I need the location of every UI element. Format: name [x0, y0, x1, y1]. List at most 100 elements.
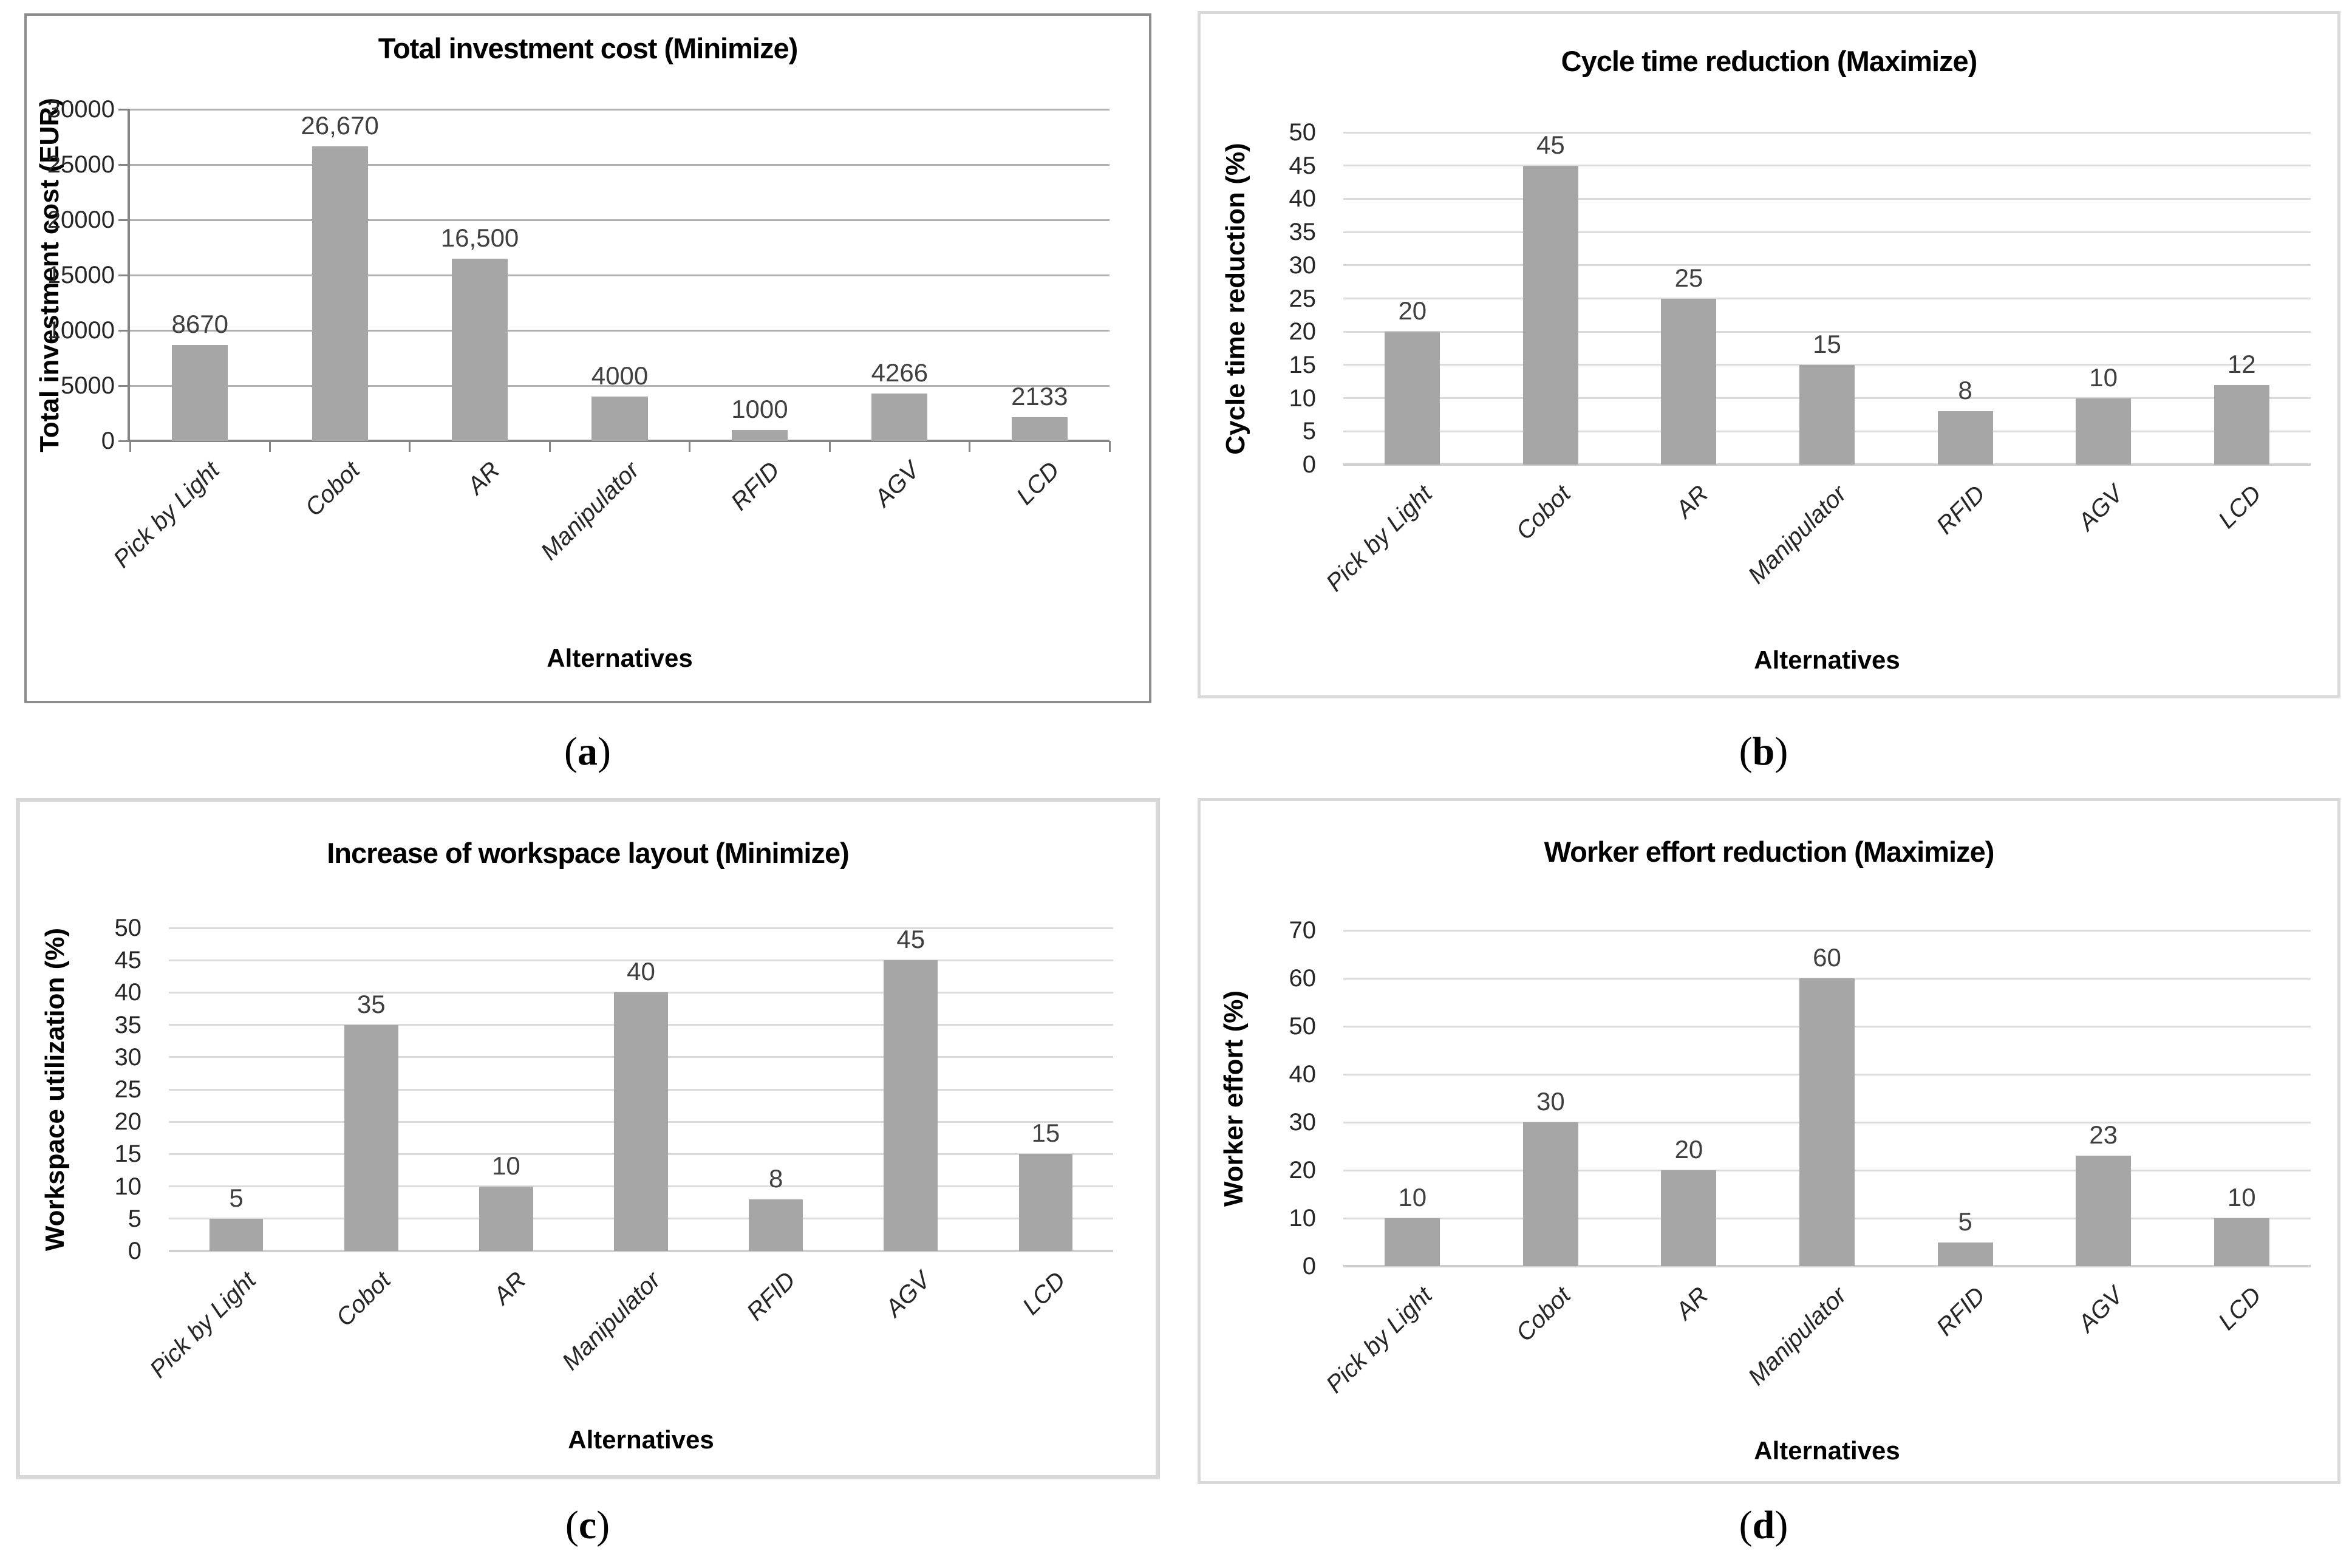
- bar-value-label: 8670: [171, 310, 228, 339]
- caption-close-paren: ): [598, 729, 611, 774]
- x-axis-title-b: Alternatives: [1754, 646, 1900, 674]
- y-tick-label: 40: [114, 979, 142, 1006]
- y-tick-label: 5: [1302, 418, 1316, 445]
- bar-value-label: 26,670: [301, 111, 379, 140]
- bar-value-label: 1000: [731, 394, 788, 423]
- y-axis-tick: [118, 219, 129, 221]
- gridline: [130, 219, 1110, 221]
- y-tick-label: 50: [114, 915, 142, 941]
- x-axis-tick: [1108, 441, 1111, 452]
- bar-value-label: 10: [2089, 363, 2118, 392]
- gridline: [1343, 330, 2311, 333]
- x-category-label: RFID: [1931, 480, 1991, 540]
- bar-value-label: 4266: [871, 358, 929, 387]
- x-category-label: Cobot: [1510, 480, 1576, 545]
- y-tick-label: 15: [1289, 351, 1317, 378]
- y-tick-label: 25: [1289, 285, 1317, 312]
- y-tick-label: 40: [1289, 1061, 1317, 1088]
- y-tick-label: 30: [1289, 251, 1317, 279]
- x-category-label: LCD: [1017, 1267, 1071, 1320]
- bar-ar: [1661, 298, 1717, 465]
- caption-letter: b: [1752, 729, 1775, 774]
- x-category-label: RFID: [741, 1267, 801, 1326]
- chart-panel-a: Total investment cost (Minimize) Total i…: [24, 13, 1151, 703]
- x-axis-title-d: Alternatives: [1754, 1436, 1900, 1465]
- subfigure-caption-b: (b): [1175, 715, 2352, 788]
- chart-panel-b-inner: Cycle time reduction (Maximize) Cycle ti…: [1201, 14, 2337, 695]
- y-tick-label: 60: [1289, 965, 1317, 992]
- chart-panel-d-inner: Worker effort reduction (Maximize) Worke…: [1201, 801, 2337, 1481]
- bar-value-label: 25: [1674, 263, 1703, 292]
- caption-open-paren: (: [1739, 729, 1753, 774]
- y-tick-label: 10: [1289, 384, 1317, 412]
- bar-value-label: 2133: [1011, 382, 1068, 411]
- caption-close-paren: ): [596, 1503, 610, 1547]
- x-category-label: AGV: [881, 1267, 936, 1322]
- bar-ar: [1661, 1170, 1717, 1266]
- bar-value-label: 45: [1536, 130, 1565, 159]
- plot-area-c: 0 5 10 15 20 25 30 35 40 45 50 5 Pick by Light 35 Cobo…: [115, 915, 1113, 1383]
- x-axis-tick: [828, 441, 831, 452]
- y-tick-label: 5000: [61, 372, 115, 399]
- x-category-label: LCD: [2213, 480, 2267, 534]
- chart-panel-b: Cycle time reduction (Maximize) Cycle ti…: [1198, 11, 2340, 698]
- bar-ar: [451, 258, 508, 441]
- y-axis-tick: [118, 108, 129, 111]
- bar-rfid: [731, 429, 788, 441]
- y-axis-line: [128, 109, 130, 441]
- gridline: [1343, 298, 2311, 299]
- bar-agv: [871, 394, 928, 441]
- caption-open-paren: (: [565, 1503, 579, 1547]
- x-category-label: Manipulator: [536, 457, 645, 565]
- y-tick-label: 50: [1289, 1013, 1317, 1040]
- bar-rfid: [1937, 411, 1993, 465]
- chart-panel-a-inner: Total investment cost (Minimize) Total i…: [27, 16, 1149, 701]
- bar-rfid: [749, 1199, 803, 1251]
- x-category-label: Cobot: [1510, 1282, 1576, 1347]
- y-tick-label: 40: [1289, 185, 1317, 213]
- subfigure-caption-c: (c): [0, 1489, 1175, 1562]
- x-axis-line: [130, 440, 1110, 442]
- bar-value-label: 60: [1813, 943, 1841, 972]
- subfigure-caption-d: (d): [1175, 1489, 2352, 1562]
- gridline: [1343, 165, 2311, 167]
- bar-value-label: 10: [1398, 1183, 1427, 1212]
- bar-value-label: 20: [1398, 296, 1427, 326]
- y-axis-tick: [118, 384, 129, 387]
- chart-title-b: Cycle time reduction (Maximize): [1561, 45, 1978, 77]
- bar-value-label: 30: [1536, 1087, 1565, 1116]
- y-tick-label: 20: [114, 1108, 142, 1136]
- bar-value-label: 12: [2227, 349, 2256, 378]
- bar-manipulator: [1799, 364, 1855, 465]
- gridline: [1343, 231, 2311, 233]
- y-tick-label: 70: [1289, 917, 1317, 944]
- bar-value-label: 10: [2227, 1183, 2256, 1212]
- bar-value-label: 20: [1674, 1135, 1703, 1164]
- x-category-label: AR: [488, 1267, 531, 1310]
- gridline: [169, 927, 1113, 929]
- x-category-label: Manipulator: [1743, 1282, 1852, 1391]
- caption-letter: d: [1752, 1503, 1775, 1547]
- y-tick-label: 45: [114, 947, 142, 974]
- y-tick-label: 10000: [47, 317, 115, 344]
- x-axis-line: [1343, 463, 2311, 466]
- bar-value-label: 15: [1813, 329, 1841, 358]
- y-tick-label: 15000: [47, 262, 115, 288]
- x-category-label: AGV: [2073, 480, 2129, 536]
- x-axis-tick: [969, 441, 971, 452]
- caption-letter: a: [578, 729, 598, 774]
- gridline: [130, 274, 1110, 276]
- bar-value-label: 5: [1958, 1207, 1972, 1236]
- y-tick-label: 10: [114, 1173, 142, 1200]
- bar-lcd: [2214, 384, 2269, 465]
- bar-value-label: 4000: [591, 361, 649, 390]
- y-tick-label: 5: [128, 1205, 141, 1232]
- caption-close-paren: ): [1774, 1503, 1788, 1547]
- y-tick-label: 0: [1302, 1253, 1316, 1280]
- bar-pick-by-light: [1385, 332, 1440, 465]
- chart-title-d: Worker effort reduction (Maximize): [1544, 836, 1995, 868]
- bar-lcd: [2214, 1218, 2269, 1266]
- x-axis-line: [169, 1250, 1113, 1252]
- plot-area-d: 0 10 20 30 40 50 60 70 10 Pick by Light 30 Cobot 20 A…: [1289, 917, 2311, 1398]
- x-category-label: AGV: [2073, 1282, 2129, 1337]
